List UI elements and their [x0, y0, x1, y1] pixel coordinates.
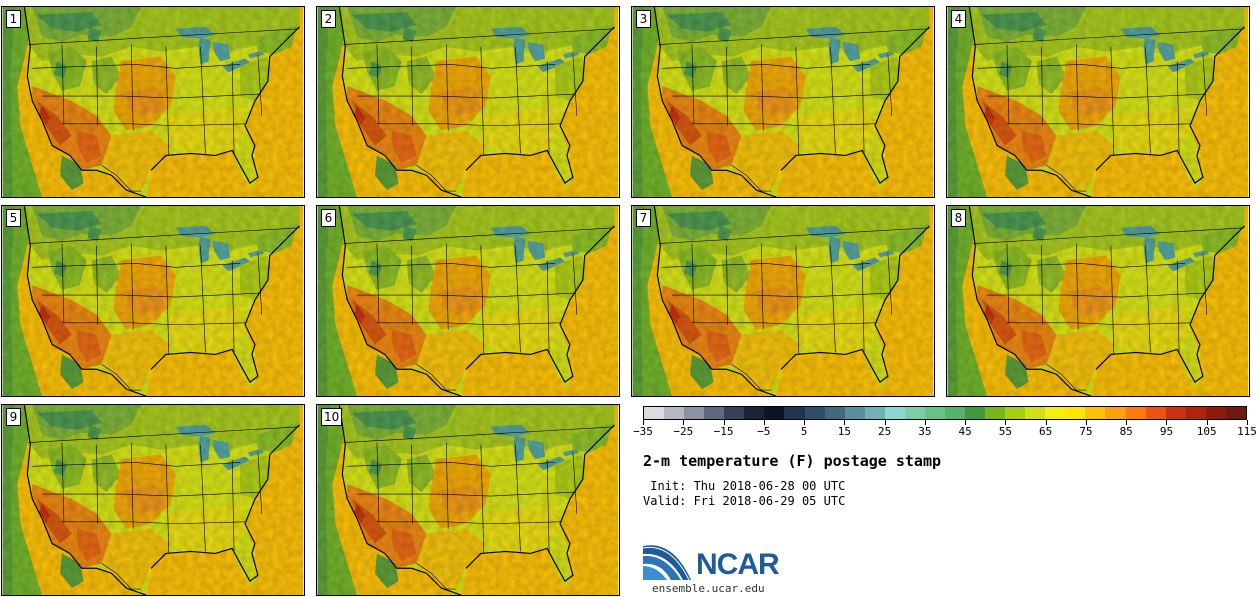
colorbar-swatch	[744, 407, 765, 419]
member-panel-1: 1	[1, 6, 305, 198]
temperature-map	[2, 7, 304, 197]
colorbar-swatch	[1005, 407, 1026, 419]
member-panel-4: 4	[946, 6, 1250, 198]
temperature-map	[632, 7, 934, 197]
temperature-map	[947, 206, 1249, 396]
colorbar-tick	[1247, 420, 1248, 425]
temperature-colorbar	[643, 406, 1247, 420]
colorbar-swatch	[884, 407, 905, 419]
colorbar-tick	[1085, 420, 1087, 425]
init-time: Init: Thu 2018-06-28 00 UTC	[643, 479, 846, 493]
colorbar-tick	[1045, 420, 1047, 425]
colorbar-tick	[844, 420, 846, 425]
colorbar-swatch	[724, 407, 745, 419]
member-panel-5: 5	[1, 205, 305, 397]
ncar-logo: NCAR	[643, 540, 793, 584]
member-label: 4	[951, 10, 966, 28]
member-label: 8	[951, 209, 966, 227]
colorbar-swatch	[1185, 407, 1206, 419]
colorbar-tick	[884, 420, 886, 425]
colorbar-swatch	[844, 407, 865, 419]
colorbar-tick-label: 55	[998, 425, 1013, 438]
colorbar-swatch	[1085, 407, 1106, 419]
member-label: 1	[6, 10, 21, 28]
colorbar-swatch	[1145, 407, 1166, 419]
colorbar-swatch	[1165, 407, 1186, 419]
colorbar-swatch	[704, 407, 725, 419]
colorbar-tick-label: 35	[918, 425, 932, 438]
member-label: 10	[321, 408, 343, 426]
colorbar-tick-label: −25	[673, 425, 694, 438]
colorbar-swatch	[965, 407, 986, 419]
member-panel-10: 10	[316, 404, 620, 596]
colorbar-swatch	[904, 407, 925, 419]
valid-time: Valid: Fri 2018-06-29 05 UTC	[643, 494, 846, 508]
member-panel-8: 8	[946, 205, 1250, 397]
colorbar-tick-label: 105	[1196, 425, 1217, 438]
member-panel-9: 9	[1, 404, 305, 596]
colorbar-tick-label: 45	[958, 425, 972, 438]
colorbar-tick-label: 75	[1079, 425, 1093, 438]
colorbar-tick-label: 115	[1237, 425, 1257, 438]
colorbar-tick-label: −35	[633, 425, 653, 438]
colorbar-swatch	[824, 407, 845, 419]
member-label: 9	[6, 408, 21, 426]
colorbar-swatch	[864, 407, 885, 419]
colorbar-tick-label: 65	[1039, 425, 1053, 438]
colorbar-tick-label: 85	[1119, 425, 1133, 438]
colorbar-tick-label: 95	[1159, 425, 1174, 438]
colorbar-swatch	[1105, 407, 1126, 419]
colorbar-tick	[643, 420, 644, 425]
colorbar-swatch	[985, 407, 1006, 419]
temperature-map	[317, 405, 619, 595]
colorbar-tick-label: 25	[877, 425, 892, 438]
temperature-map	[2, 206, 304, 396]
member-label: 6	[321, 209, 336, 227]
member-label: 3	[636, 10, 651, 28]
colorbar-tick-label: 15	[837, 425, 851, 438]
colorbar-swatch	[784, 407, 805, 419]
colorbar-swatch	[1065, 407, 1086, 419]
colorbar-swatch	[1225, 407, 1246, 419]
member-label: 2	[321, 10, 336, 28]
member-panel-7: 7	[631, 205, 935, 397]
colorbar-tick	[1166, 420, 1168, 425]
temperature-map	[317, 206, 619, 396]
temperature-map	[317, 7, 619, 197]
colorbar-tick	[683, 420, 685, 425]
member-label: 5	[6, 209, 21, 227]
colorbar-tick	[804, 420, 806, 425]
colorbar-tick	[1206, 420, 1208, 425]
colorbar-swatch	[1205, 407, 1226, 419]
colorbar-swatch	[664, 407, 685, 419]
member-panel-6: 6	[316, 205, 620, 397]
colorbar-tick	[763, 420, 765, 425]
ensemble-url: ensemble.ucar.edu	[652, 582, 765, 595]
colorbar-tick	[924, 420, 926, 425]
colorbar-swatch	[1125, 407, 1146, 419]
member-label: 7	[636, 209, 651, 227]
ncar-logo-text: NCAR	[696, 548, 780, 581]
colorbar-swatch	[644, 407, 665, 419]
temperature-map	[2, 405, 304, 595]
temperature-map	[632, 206, 934, 396]
colorbar-tick	[1126, 420, 1128, 425]
member-panel-3: 3	[631, 6, 935, 198]
colorbar-swatch	[804, 407, 825, 419]
colorbar-tick	[723, 420, 725, 425]
colorbar-tick-label: −5	[757, 425, 771, 438]
colorbar-swatch	[764, 407, 785, 419]
temperature-map	[947, 7, 1249, 197]
colorbar-swatch	[684, 407, 705, 419]
colorbar-swatch	[924, 407, 945, 419]
colorbar-tick	[1005, 420, 1007, 425]
colorbar-tick-label: 5	[800, 425, 808, 438]
colorbar-tick	[965, 420, 967, 425]
colorbar-swatch	[944, 407, 965, 419]
member-panel-2: 2	[316, 6, 620, 198]
plot-title: 2-m temperature (F) postage stamp	[643, 452, 942, 470]
colorbar-tick-label: −15	[713, 425, 734, 438]
colorbar-swatch	[1025, 407, 1046, 419]
colorbar-swatch	[1045, 407, 1066, 419]
